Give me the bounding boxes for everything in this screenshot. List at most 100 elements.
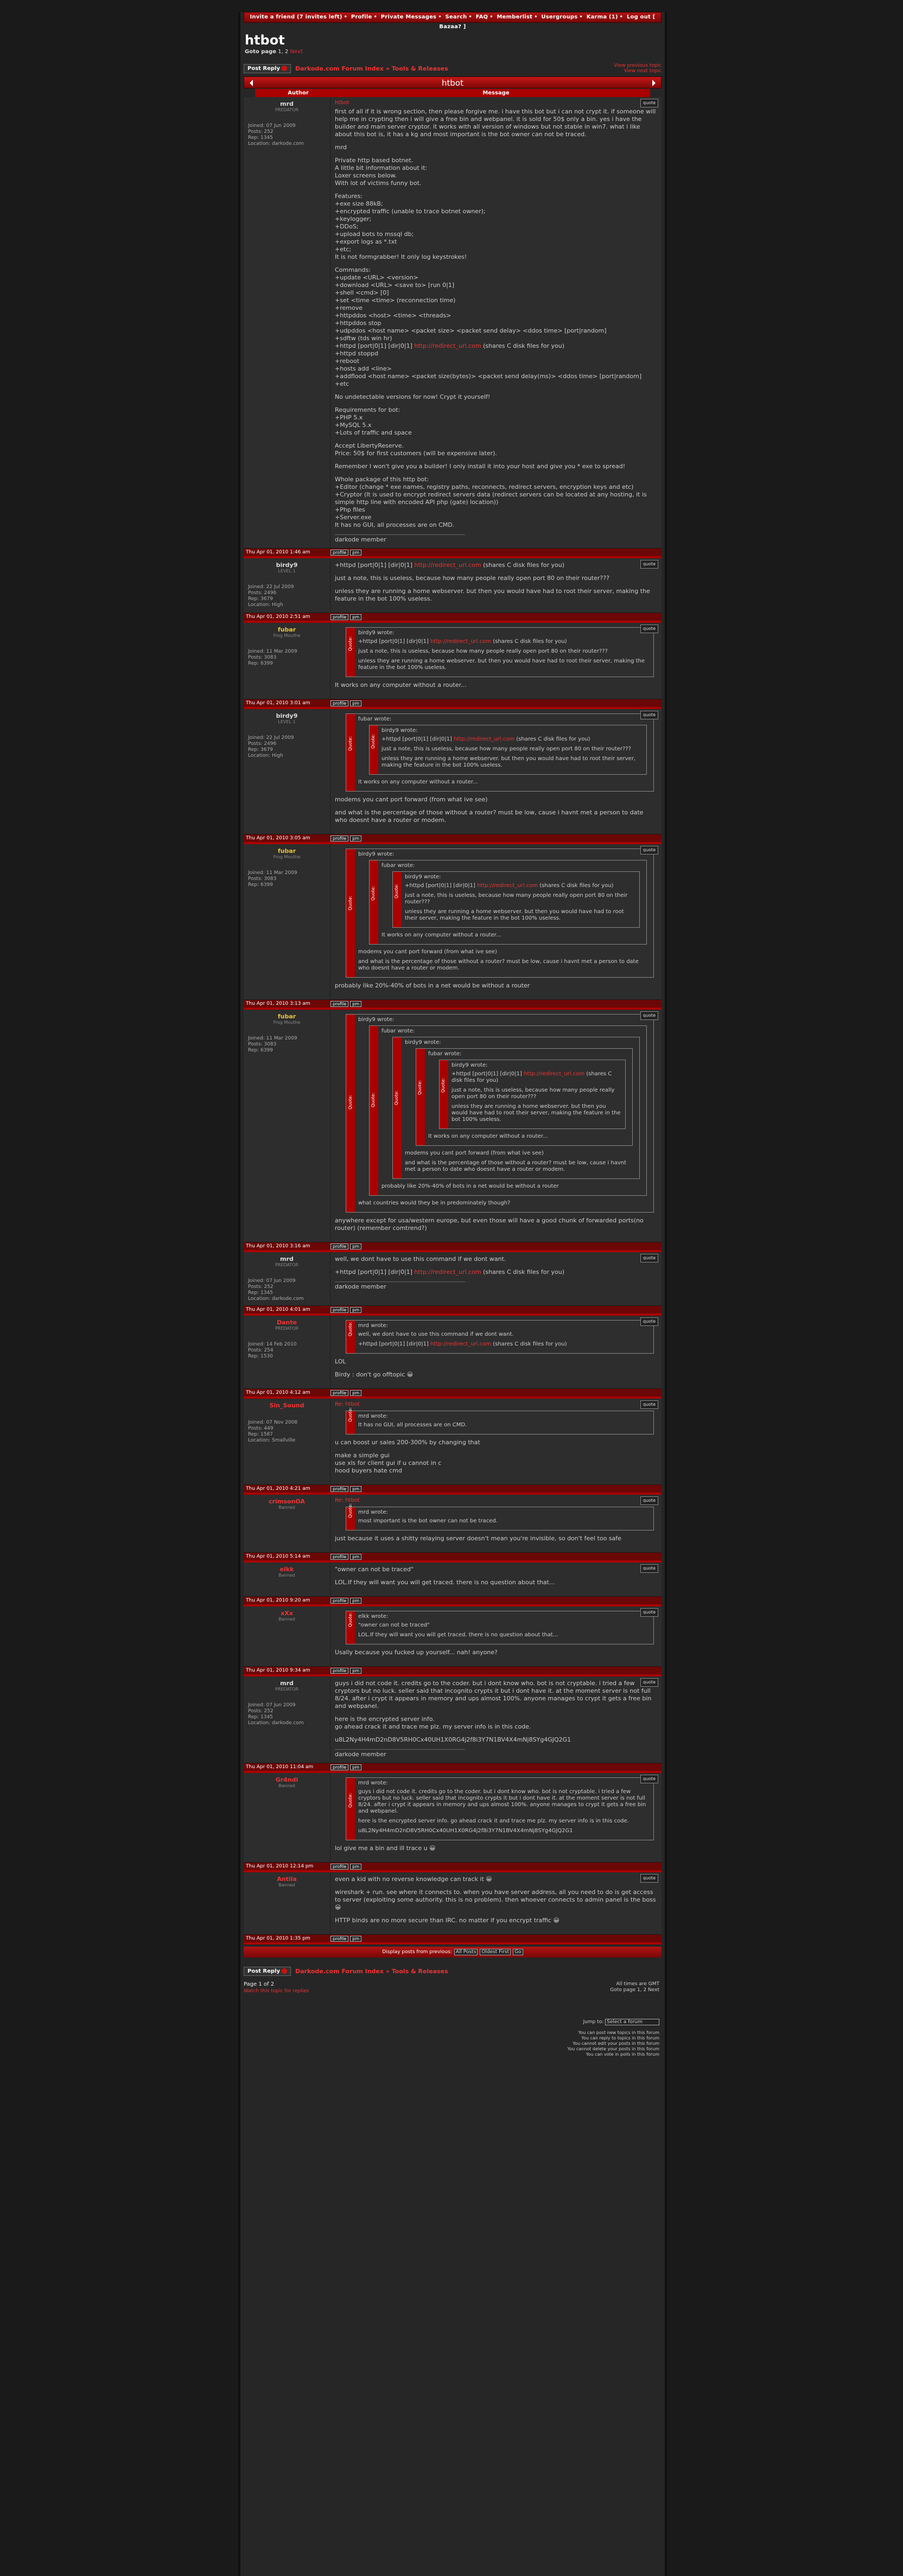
username[interactable]: fubar	[277, 847, 296, 855]
pm-button[interactable]: pm	[350, 1667, 362, 1674]
quote-block: Quote: fubar wrote: Quote: birdy9 wrote: +ht…	[346, 713, 654, 792]
quote-button[interactable]: quote	[640, 711, 658, 719]
quote-button[interactable]: quote	[640, 1874, 658, 1883]
profile-button[interactable]: profile	[330, 1306, 349, 1313]
post-reply-button[interactable]: Post Reply	[244, 63, 291, 73]
nav-logout[interactable]: Log out [ Bazaa? ]	[439, 14, 656, 30]
profile-button[interactable]: profile	[330, 1000, 349, 1007]
pm-button[interactable]: pm	[350, 1863, 362, 1870]
quote-button[interactable]: quote	[640, 1678, 658, 1687]
post-author: Sin_Sound Joined: 07 Nov 2008 Posts: 449 …	[244, 1399, 330, 1484]
quote-button[interactable]: quote	[640, 1317, 658, 1326]
quote-button[interactable]: quote	[640, 1011, 658, 1020]
post-date: Thu Apr 01, 2010 9:34 am	[246, 1668, 310, 1673]
order-select[interactable]: Oldest First	[480, 1949, 511, 1955]
username[interactable]: mrd	[280, 1255, 294, 1263]
quote-button[interactable]: quote	[640, 1775, 658, 1783]
username[interactable]: crimsonOA	[269, 1498, 305, 1505]
pm-button[interactable]: pm	[350, 614, 362, 620]
quote-button[interactable]: quote	[640, 846, 658, 855]
username[interactable]: fubar	[277, 626, 296, 633]
quote-button[interactable]: quote	[640, 1608, 658, 1617]
nav-search[interactable]: Search	[445, 14, 467, 20]
nav-karma[interactable]: Karma (1)	[586, 14, 618, 20]
username[interactable]: Sin_Sound	[269, 1402, 304, 1409]
pm-button[interactable]: pm	[350, 835, 362, 841]
crumb-forum-bottom[interactable]: Tools & Releases	[391, 1967, 448, 1975]
crumb-index-bottom[interactable]: Darkode.com Forum Index	[295, 1967, 384, 1975]
username[interactable]: Gr4ndl	[275, 1776, 298, 1783]
view-prev-link[interactable]: View previous topic	[614, 63, 662, 68]
view-next-link[interactable]: View next topic	[624, 68, 662, 74]
nav-memberlist[interactable]: Memberlist	[497, 14, 533, 20]
watch-topic-link[interactable]: Watch this topic for replies	[244, 1988, 309, 1994]
post-paragraph: Accept LibertyReserve. Price: 50$ for fi…	[335, 442, 497, 457]
username[interactable]: xXx	[281, 1610, 293, 1617]
page-links[interactable]: 1, 2	[278, 49, 289, 55]
profile-button[interactable]: profile	[330, 614, 349, 620]
post-reply-button-bottom[interactable]: Post Reply	[244, 1966, 291, 1976]
quote-author: birdy9 wrote:	[405, 1040, 441, 1045]
reply-icon	[282, 1968, 287, 1974]
nav-invite[interactable]: Invite a friend (7 invites left)	[250, 14, 342, 20]
pm-button[interactable]: pm	[350, 700, 362, 706]
nav-profile[interactable]: Profile	[351, 14, 372, 20]
next-link[interactable]: Next	[290, 49, 303, 55]
quote-button[interactable]: quote	[640, 560, 658, 569]
profile-button[interactable]: profile	[330, 1243, 349, 1249]
profile-button[interactable]: profile	[330, 1389, 349, 1396]
username[interactable]: Antila	[277, 1876, 297, 1883]
pm-button[interactable]: pm	[350, 1553, 362, 1560]
username[interactable]: birdy9	[276, 712, 298, 719]
jump-select[interactable]: Select a forum	[605, 2019, 659, 2025]
post-paragraph: +httpd [port|0|1] [dir|0|1] http://redir…	[335, 1268, 565, 1276]
post-paragraph: u can boost ur sales 200-300% by changin…	[335, 1439, 480, 1446]
pm-button[interactable]: pm	[350, 1764, 362, 1770]
pm-button[interactable]: pm	[350, 1243, 362, 1249]
username[interactable]: mrd	[280, 1680, 294, 1687]
post-footer: Thu Apr 01, 2010 9:20 am profile pm	[244, 1597, 662, 1606]
quote-author: fubar wrote:	[428, 1051, 462, 1057]
profile-button[interactable]: profile	[330, 1553, 349, 1560]
crumb-forum[interactable]: Tools & Releases	[391, 65, 448, 72]
pm-button[interactable]: pm	[350, 1389, 362, 1396]
pm-button[interactable]: pm	[350, 1485, 362, 1492]
quote-button[interactable]: quote	[640, 1400, 658, 1409]
go-button[interactable]: Go	[513, 1949, 523, 1955]
nav-pm[interactable]: Private Messages	[380, 14, 437, 20]
days-select[interactable]: All Posts	[454, 1949, 478, 1955]
quote-button[interactable]: quote	[640, 624, 658, 633]
profile-button[interactable]: profile	[330, 1863, 349, 1870]
quote-button[interactable]: quote	[640, 1254, 658, 1263]
pm-button[interactable]: pm	[350, 1000, 362, 1007]
username[interactable]: mrd	[280, 100, 294, 107]
profile-button[interactable]: profile	[330, 1597, 349, 1604]
quote-button[interactable]: quote	[640, 1496, 658, 1505]
username[interactable]: Dante	[276, 1319, 297, 1326]
nav-usergroups[interactable]: Usergroups	[541, 14, 578, 20]
username[interactable]: birdy9	[276, 562, 298, 569]
username[interactable]: fubar	[277, 1013, 296, 1020]
crumb-index[interactable]: Darkode.com Forum Index	[295, 65, 384, 72]
profile-button[interactable]: profile	[330, 549, 349, 556]
profile-button[interactable]: profile	[330, 1764, 349, 1770]
post-paragraph: +httpd [port|0|1] [dir|0|1] http://redir…	[335, 562, 565, 569]
profile-button[interactable]: profile	[330, 1485, 349, 1492]
post-author: fubar Frog Mouthe Joined: 11 Mar 2009 Post…	[244, 844, 330, 999]
profile-button[interactable]: profile	[330, 700, 349, 706]
quote-button[interactable]: quote	[640, 99, 658, 107]
profile-button[interactable]: profile	[330, 835, 349, 841]
pm-button[interactable]: pm	[350, 1935, 362, 1942]
post-paragraph: here is the encrypted server info. go ah…	[335, 1716, 531, 1730]
pm-button[interactable]: pm	[350, 1306, 362, 1313]
quote-button[interactable]: quote	[640, 1564, 658, 1573]
user-rank: Banned	[278, 1617, 295, 1622]
pm-button[interactable]: pm	[350, 549, 362, 556]
goto-bottom[interactable]: Goto page 1, 2 Next	[610, 1987, 659, 1993]
profile-button[interactable]: profile	[330, 1667, 349, 1674]
pm-button[interactable]: pm	[350, 1597, 362, 1604]
username[interactable]: elkk	[279, 1566, 294, 1573]
profile-button[interactable]: profile	[330, 1935, 349, 1942]
quote-block: Quote: fubar wrote: Quote: birdy9 wrote: +ht…	[416, 1048, 633, 1146]
nav-faq[interactable]: FAQ	[475, 14, 488, 20]
